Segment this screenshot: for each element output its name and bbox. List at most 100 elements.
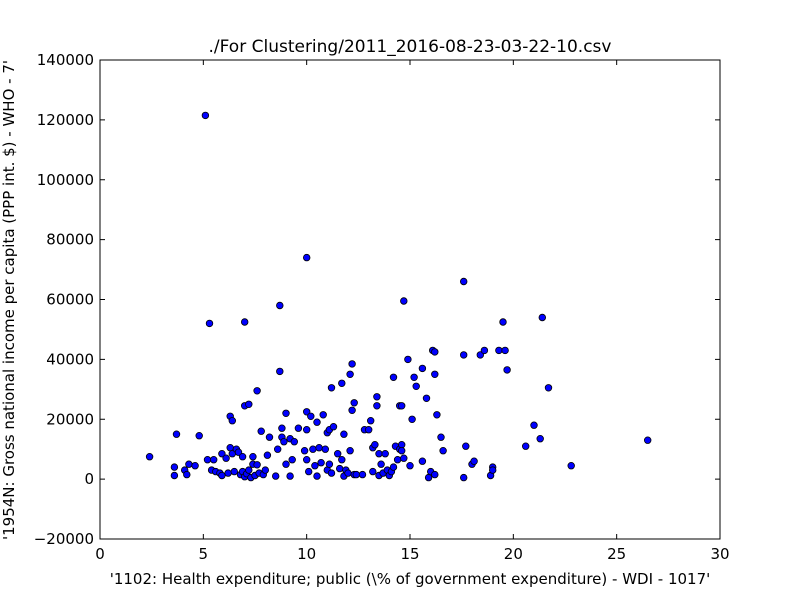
y-tick-label: 100000 [37, 171, 94, 189]
data-point [371, 441, 379, 449]
data-point [325, 460, 334, 468]
data-point [276, 367, 284, 376]
data-point [319, 411, 327, 419]
data-point [439, 447, 447, 455]
data-point [538, 313, 546, 322]
data-point [367, 417, 375, 425]
data-point [170, 471, 179, 480]
data-point [191, 462, 199, 470]
data-point [536, 435, 544, 443]
data-point [480, 346, 489, 355]
x-tick-label: 25 [607, 545, 626, 563]
data-point [462, 442, 470, 450]
data-point [245, 466, 253, 474]
y-axis-ticks: −20000 0 20000 40000 60000 80000 100000 120000 1… [34, 51, 720, 548]
data-point [209, 456, 218, 464]
data-point [489, 466, 497, 474]
data-point [431, 370, 439, 378]
data-point [218, 450, 226, 458]
data-point [240, 318, 249, 326]
data-point [422, 394, 431, 402]
data-point [437, 433, 445, 441]
data-point [305, 467, 313, 476]
data-point [238, 453, 247, 461]
data-point [431, 348, 439, 356]
data-point [369, 467, 377, 476]
data-point [327, 469, 336, 477]
data-point [412, 382, 420, 390]
x-axis-label: '1102: Health expenditure; public (\% of… [110, 570, 711, 588]
data-point [418, 457, 427, 465]
data-point [329, 423, 338, 431]
y-tick-label: 60000 [46, 291, 94, 309]
data-point [203, 456, 212, 464]
data-point [313, 472, 321, 480]
y-tick-label: 140000 [37, 51, 94, 69]
data-point [257, 427, 265, 435]
data-point [408, 415, 416, 423]
data-point [381, 450, 389, 458]
data-point [348, 360, 356, 368]
x-tick-label: 0 [95, 545, 105, 563]
y-tick-label: 20000 [46, 410, 94, 428]
data-point [313, 418, 321, 426]
data-point [300, 447, 309, 455]
data-point [261, 466, 269, 474]
data-point [234, 448, 243, 456]
data-point [375, 450, 383, 458]
data-point [431, 470, 439, 479]
data-point [400, 454, 408, 462]
data-point [307, 412, 315, 420]
data-point [530, 421, 538, 429]
data-point [346, 370, 354, 378]
data-point [245, 400, 253, 408]
data-point [404, 355, 412, 364]
data-point [499, 318, 507, 326]
data-point [373, 393, 381, 401]
data-point [224, 469, 232, 477]
data-point [398, 402, 406, 410]
data-point [145, 453, 154, 461]
data-point [460, 473, 468, 482]
data-point [303, 456, 311, 464]
data-point [365, 426, 373, 434]
plot-area [99, 59, 721, 540]
data-point [172, 430, 181, 438]
data-point [460, 351, 468, 359]
data-point [272, 472, 280, 480]
data-point [303, 426, 311, 434]
data-point [470, 457, 478, 465]
data-point [410, 373, 418, 381]
data-point [303, 408, 311, 416]
data-point [393, 456, 402, 464]
data-point [230, 467, 238, 476]
data-point [309, 445, 317, 453]
data-point [644, 436, 652, 444]
y-axis-label: '1954N: Gross national income per capita… [0, 60, 18, 540]
y-tick-label: 40000 [46, 350, 94, 368]
data-point [327, 384, 336, 392]
data-point [282, 460, 290, 468]
data-point [338, 456, 346, 464]
data-point [303, 253, 311, 262]
data-point [218, 471, 226, 480]
data-point [317, 459, 325, 467]
data-point [170, 463, 179, 471]
data-point [282, 409, 290, 417]
data-point [358, 470, 367, 479]
data-point [265, 433, 274, 441]
data-point [294, 424, 303, 432]
data-point [389, 373, 398, 381]
data-point [501, 346, 509, 355]
data-point [350, 399, 358, 407]
data-point [263, 451, 272, 459]
data-point [315, 444, 323, 452]
data-point [389, 463, 398, 471]
data-point [334, 450, 342, 458]
data-point [338, 379, 346, 387]
data-point [201, 111, 210, 120]
y-tick-label: 80000 [46, 231, 94, 249]
data-point [503, 366, 511, 374]
y-tick-label: 0 [84, 470, 94, 488]
data-point [398, 447, 406, 455]
